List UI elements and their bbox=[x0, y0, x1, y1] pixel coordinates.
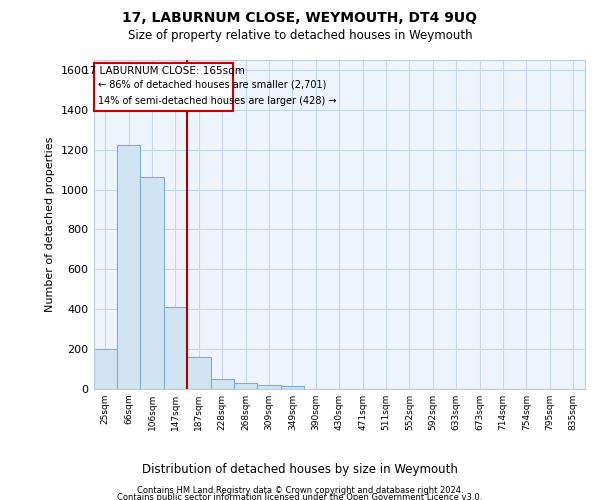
Bar bbox=[164, 307, 187, 389]
Bar bbox=[187, 357, 211, 389]
Text: 14% of semi-detached houses are larger (428) →: 14% of semi-detached houses are larger (… bbox=[98, 96, 336, 106]
Text: 17, LABURNUM CLOSE, WEYMOUTH, DT4 9UQ: 17, LABURNUM CLOSE, WEYMOUTH, DT4 9UQ bbox=[122, 11, 478, 25]
Text: Size of property relative to detached houses in Weymouth: Size of property relative to detached ho… bbox=[128, 29, 472, 42]
Bar bbox=[257, 385, 281, 389]
Text: Contains HM Land Registry data © Crown copyright and database right 2024.: Contains HM Land Registry data © Crown c… bbox=[137, 486, 463, 495]
FancyBboxPatch shape bbox=[94, 63, 233, 111]
Text: 17 LABURNUM CLOSE: 165sqm: 17 LABURNUM CLOSE: 165sqm bbox=[83, 66, 245, 76]
Bar bbox=[211, 379, 234, 389]
Bar bbox=[94, 349, 117, 389]
Bar bbox=[281, 386, 304, 389]
Bar bbox=[117, 144, 140, 389]
Text: ← 86% of detached houses are smaller (2,701): ← 86% of detached houses are smaller (2,… bbox=[98, 80, 326, 90]
Bar bbox=[234, 383, 257, 389]
Text: Contains public sector information licensed under the Open Government Licence v3: Contains public sector information licen… bbox=[118, 494, 482, 500]
Y-axis label: Number of detached properties: Number of detached properties bbox=[45, 136, 55, 312]
Text: Distribution of detached houses by size in Weymouth: Distribution of detached houses by size … bbox=[142, 462, 458, 475]
Bar bbox=[140, 176, 164, 389]
